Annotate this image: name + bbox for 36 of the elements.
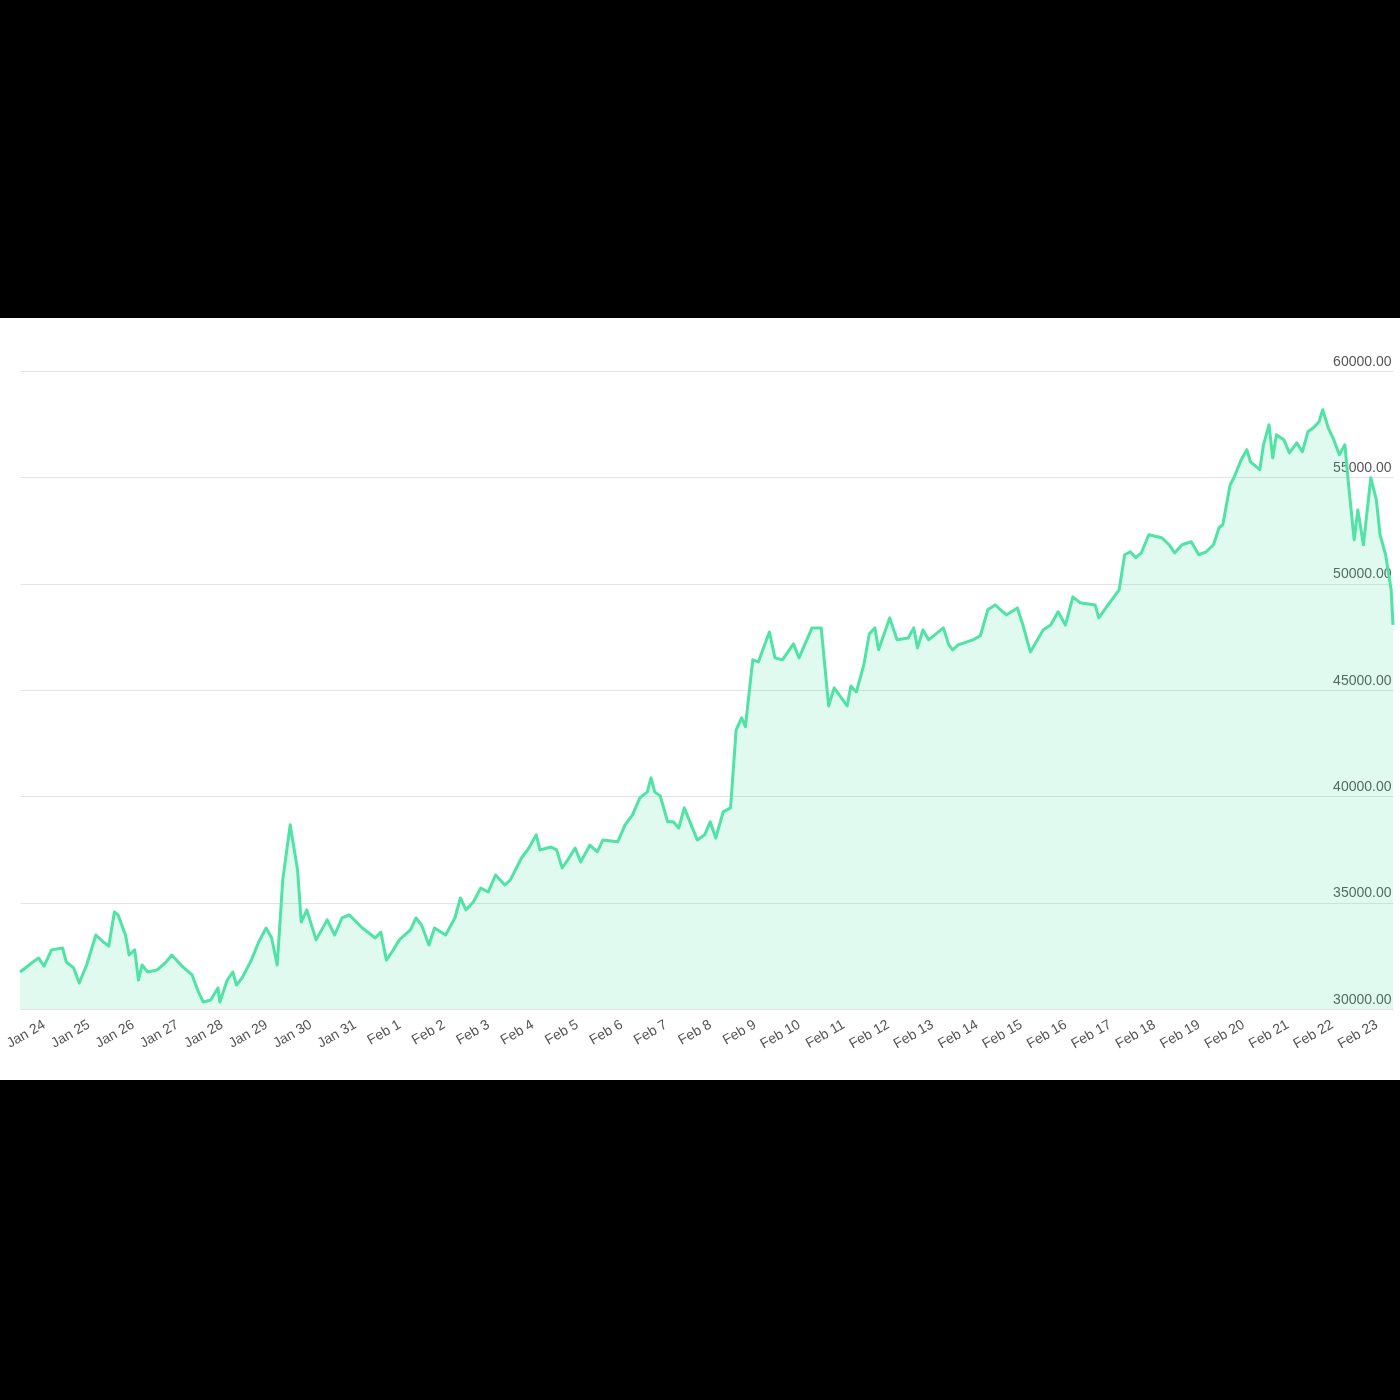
x-tick-label: Feb 7 (630, 1015, 670, 1048)
x-tick-label: Feb 15 (979, 1015, 1026, 1052)
x-tick-label: Feb 12 (845, 1015, 892, 1052)
x-tick-label: Jan 29 (225, 1015, 271, 1051)
x-tick-label: Feb 16 (1023, 1015, 1070, 1052)
x-tick-label: Feb 14 (934, 1015, 981, 1052)
x-tick-label: Feb 5 (541, 1015, 581, 1048)
x-tick-label: Feb 1 (364, 1015, 404, 1048)
y-tick-label: 40000.00 (1333, 777, 1392, 794)
y-tick-label: 35000.00 (1333, 884, 1392, 901)
x-tick-label: Feb 6 (586, 1015, 626, 1048)
x-tick-label: Feb 8 (674, 1015, 715, 1048)
y-tick-label: 30000.00 (1333, 990, 1392, 1007)
x-tick-label: Jan 31 (314, 1015, 359, 1051)
x-tick-label: Feb 10 (757, 1015, 803, 1052)
x-tick-label: Feb 11 (802, 1015, 848, 1051)
x-tick-label: Feb 20 (1201, 1015, 1248, 1052)
x-tick-label: Jan 25 (47, 1015, 93, 1051)
x-tick-label: Feb 22 (1289, 1015, 1336, 1052)
x-tick-label: Feb 9 (719, 1015, 759, 1048)
y-tick-label: 45000.00 (1333, 671, 1392, 688)
x-tick-label: Jan 24 (3, 1015, 49, 1051)
x-tick-label: Feb 2 (408, 1015, 448, 1048)
x-tick-label: Feb 19 (1156, 1015, 1203, 1052)
x-tick-label: Jan 30 (269, 1015, 315, 1051)
x-tick-label: Feb 23 (1334, 1015, 1381, 1052)
y-tick-label: 60000.00 (1333, 352, 1392, 369)
x-tick-label: Feb 4 (497, 1015, 537, 1048)
x-tick-label: Jan 27 (136, 1015, 182, 1051)
x-tick-label: Jan 26 (92, 1015, 137, 1051)
x-tick-label: Feb 3 (452, 1015, 493, 1048)
x-tick-label: Feb 13 (890, 1015, 937, 1052)
x-tick-label: Feb 17 (1067, 1015, 1114, 1052)
x-tick-label: Feb 18 (1112, 1015, 1159, 1052)
x-tick-label: Jan 28 (181, 1015, 226, 1051)
x-tick-label: Feb 21 (1245, 1015, 1292, 1052)
